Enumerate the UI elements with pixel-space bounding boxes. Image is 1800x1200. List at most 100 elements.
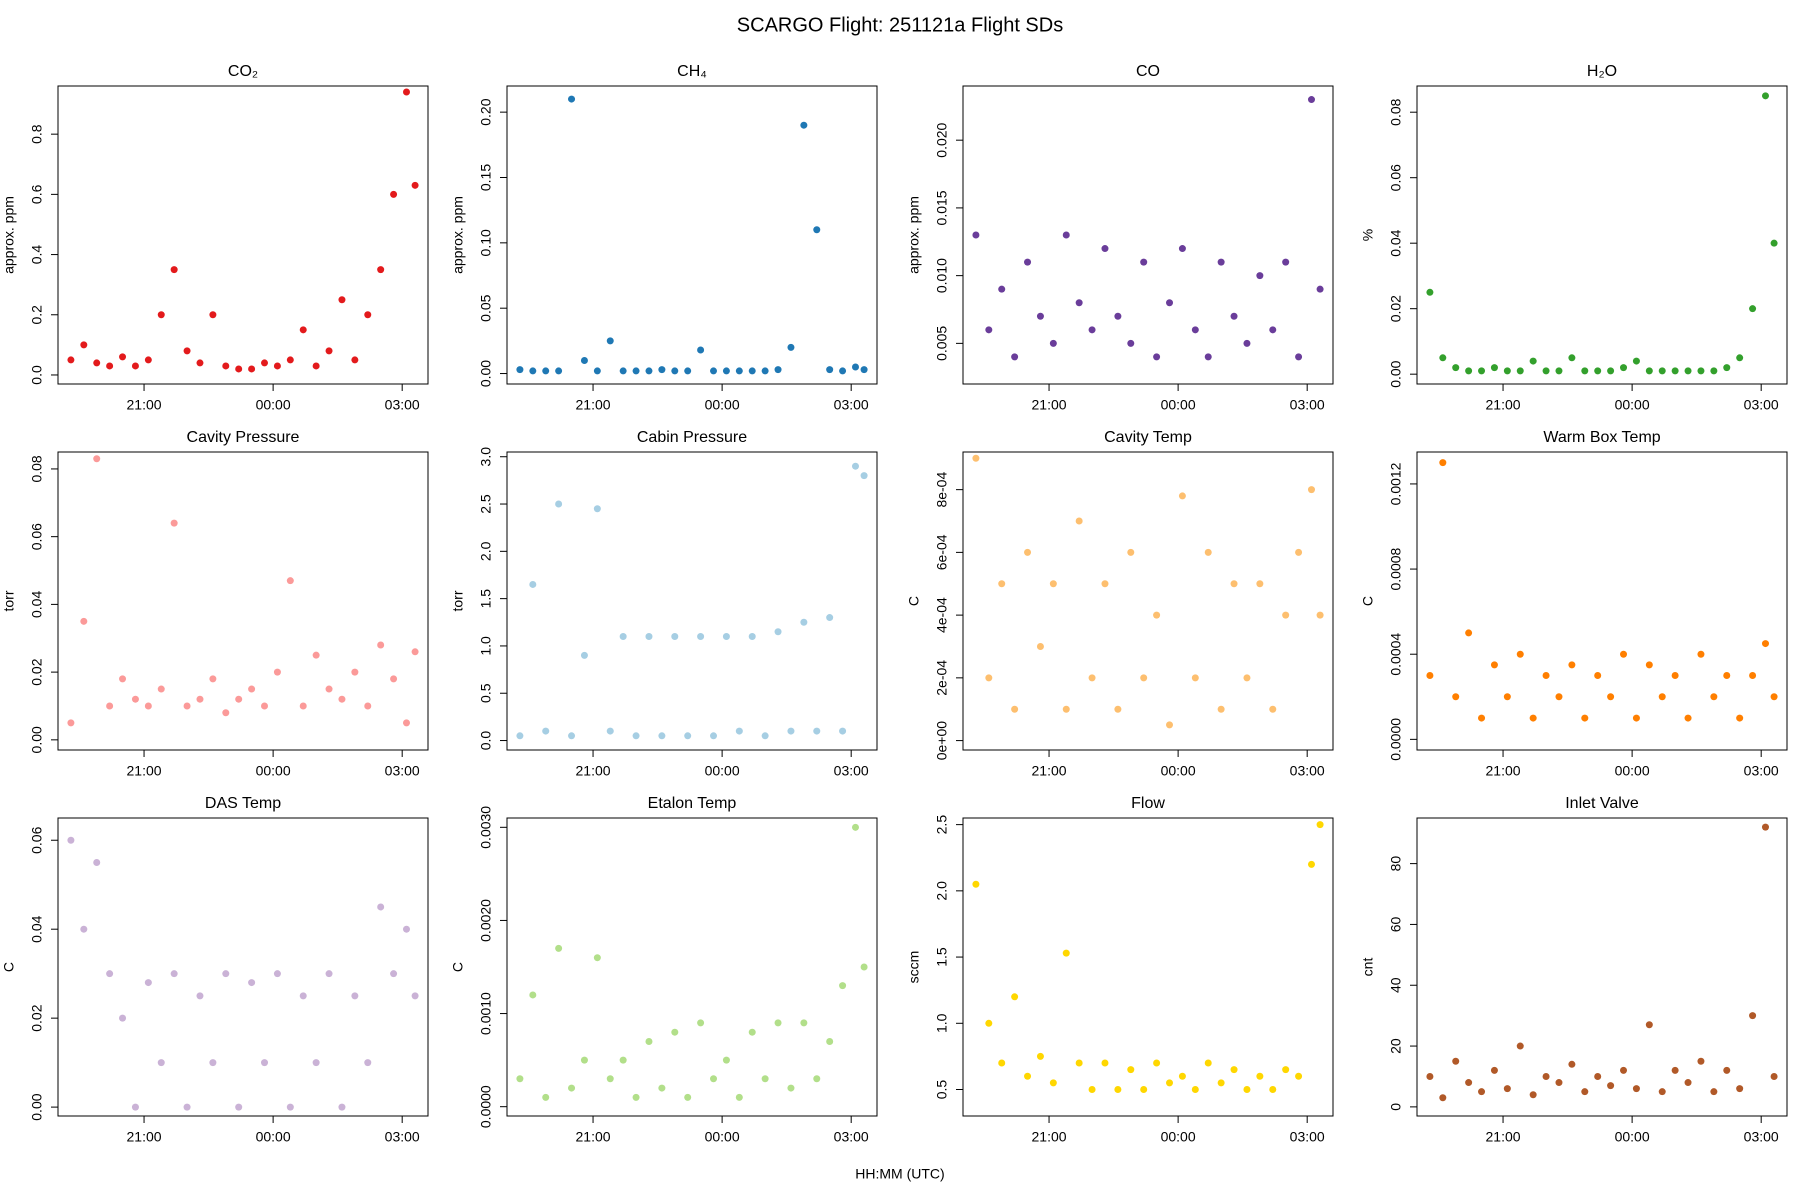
data-point [1036,1052,1044,1060]
data-point [619,367,627,375]
data-point [351,668,359,676]
data-point [580,651,588,659]
x-tick-label: 21:00 [1032,763,1067,779]
data-point [568,95,576,103]
data-point [645,1038,653,1045]
data-point [1140,674,1148,682]
data-point [131,362,139,370]
data-point [748,1028,756,1036]
y-tick-label: 0.08 [1388,98,1404,125]
y-axis-label: approx. ppm [906,196,922,274]
data-point [998,1059,1006,1067]
y-tick-label: 80 [1388,856,1404,872]
data-point [1036,642,1044,650]
y-tick-label: 0.0008 [1388,547,1404,590]
data-point [1075,1059,1083,1067]
plot-frame [1416,85,1788,385]
data-point [196,695,204,703]
data-point [1645,661,1653,669]
y-tick-label: 0.05 [478,294,494,321]
data-point [1645,367,1653,375]
data-point [1269,1086,1277,1094]
data-point [555,944,563,952]
plot-frame [962,817,1334,1117]
data-point [761,1075,769,1083]
data-point [722,367,730,375]
data-point [196,992,204,1000]
data-point [985,326,993,334]
data-point [1295,1072,1303,1080]
x-tick-label: 21:00 [1032,397,1067,413]
data-point [1710,1088,1718,1096]
data-point [1671,1066,1679,1074]
data-point [1761,823,1769,831]
data-point [1243,339,1251,347]
data-point [106,362,114,370]
data-point [1217,705,1225,713]
data-point [364,702,372,710]
x-tick-label: 00:00 [1161,1129,1196,1145]
data-point [1555,693,1563,701]
data-point [1594,1072,1602,1080]
data-point [1671,672,1679,679]
data-point [170,519,178,527]
data-point [1555,367,1563,375]
data-point [1101,245,1109,253]
data-point [580,1056,588,1064]
data-point [1127,339,1135,347]
y-tick-label: 2.5 [934,815,950,835]
data-point [1217,258,1225,266]
data-point [774,1019,782,1027]
data-point [1204,548,1212,556]
y-tick-label: 2e-04 [934,660,950,696]
data-point [787,727,795,735]
y-tick-label: 0.10 [478,229,494,256]
data-point [985,1019,993,1027]
data-point [1770,239,1778,247]
data-point [131,1103,139,1111]
y-tick-label: 0.0030 [478,806,494,849]
y-tick-label: 0.02 [29,658,45,685]
data-point [1178,1072,1186,1080]
y-tick-label: 40 [1388,977,1404,993]
data-point [1269,326,1277,334]
data-point [860,366,868,374]
data-point [1581,367,1589,375]
data-point [1736,1085,1744,1093]
data-point [813,1075,821,1083]
panel-title: Cavity Temp [1104,429,1192,446]
data-point [1516,1042,1524,1050]
x-tick-label: 03:00 [1744,763,1779,779]
data-point [235,695,243,703]
y-tick-label: 0.005 [934,326,950,361]
data-point [273,668,281,676]
data-point [529,580,537,588]
data-point [1127,1066,1135,1074]
panel-title: CH₄ [677,63,707,80]
panel-title: H₂O [1587,63,1617,80]
data-point [1529,357,1537,365]
data-point [1607,367,1615,375]
data-point [338,695,346,703]
data-point [1723,1066,1731,1074]
data-point [735,1093,743,1101]
data-point [1024,258,1032,266]
data-point [1114,1086,1122,1094]
x-tick-label: 03:00 [834,763,869,779]
data-point [542,1093,550,1101]
data-point [1011,353,1019,361]
data-point [312,1059,320,1067]
data-point [1204,353,1212,361]
data-point [248,979,256,987]
data-point [1684,714,1692,722]
data-point [839,367,847,375]
panel-title: Cabin Pressure [637,429,747,446]
plot-frame [506,817,878,1117]
data-point [170,970,178,978]
x-tick-label: 00:00 [1615,397,1650,413]
panel: CO₂ approx. ppm 21:00 00:00 03:00 0.0 0.2 0.4 0.… [1,63,429,413]
x-tick-label: 03:00 [834,397,869,413]
data-point [1490,1066,1498,1074]
data-point [1620,650,1628,658]
data-point [80,925,88,933]
